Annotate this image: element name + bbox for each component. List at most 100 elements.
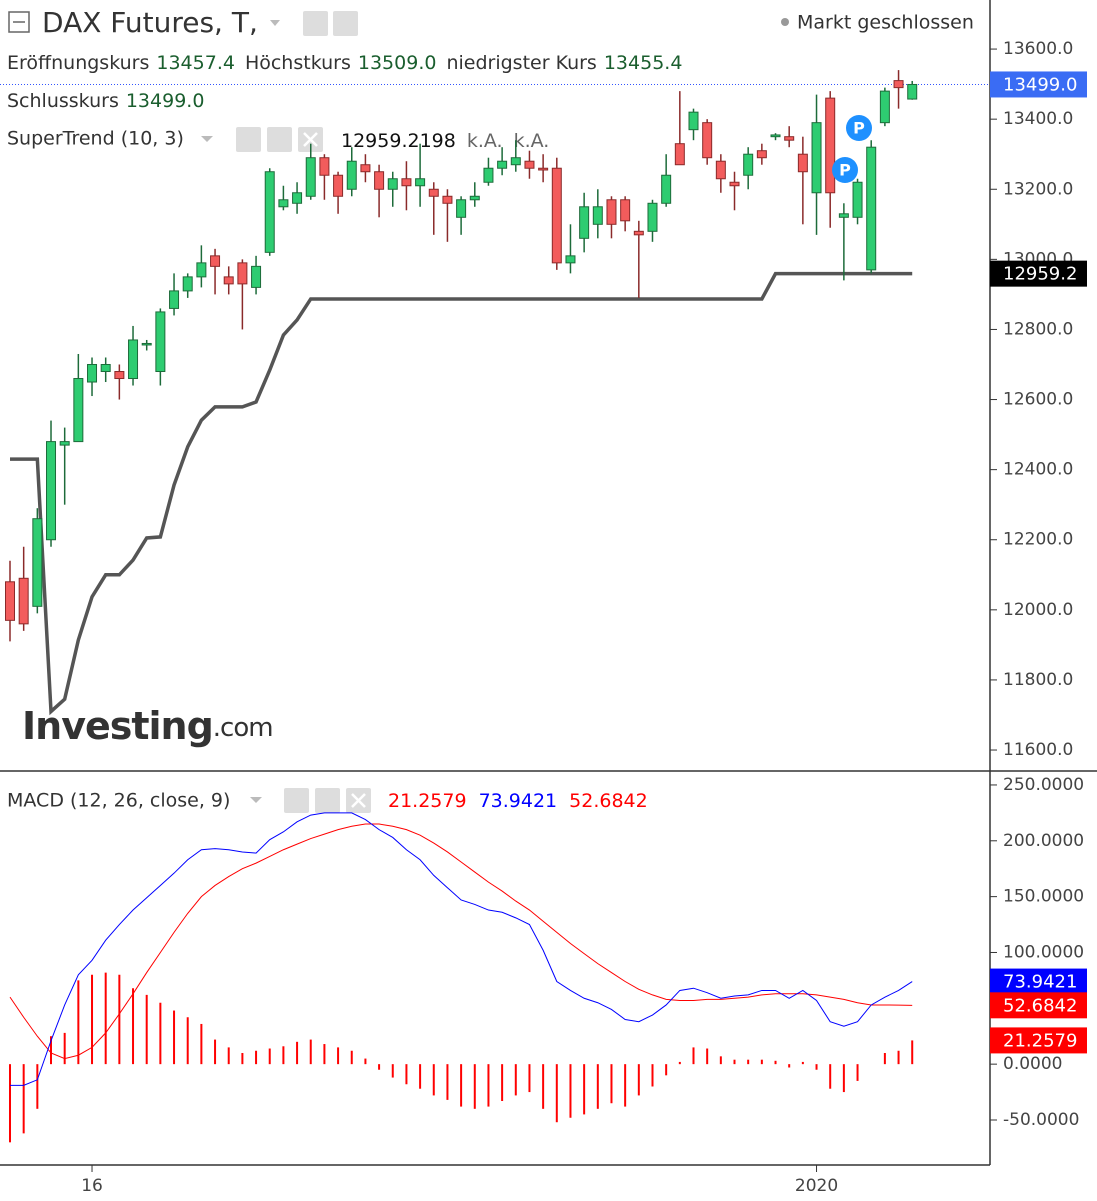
- value-badge: [990, 968, 1087, 995]
- candle-body: [715, 160, 726, 180]
- candle-body: [510, 157, 521, 166]
- status-dot: [781, 18, 789, 26]
- dropdown-caret[interactable]: [250, 797, 262, 803]
- indicator-value: 12959.2198: [341, 130, 456, 152]
- dropdown-caret[interactable]: [270, 20, 280, 26]
- candle: [442, 189, 453, 242]
- y-tick-label: -50.0000: [1003, 1110, 1079, 1130]
- candle-body: [592, 206, 603, 225]
- candle-body: [729, 181, 740, 187]
- y-tick-label: 200.0000: [1003, 831, 1084, 851]
- candle-body: [811, 122, 822, 194]
- candle: [797, 136, 808, 225]
- value-badge-label: 73.9421: [1003, 972, 1077, 993]
- candle-body: [223, 276, 234, 285]
- ohlc-readout: Eröffnungskurs 13457.4 Höchstkurs 13509.0 ni…: [7, 52, 682, 74]
- chart-title: DAX Futures, T,: [42, 6, 258, 39]
- y-tick-label: 12400.0: [1003, 460, 1073, 480]
- candle: [592, 189, 603, 239]
- candle-body: [551, 167, 562, 264]
- ohlc-readout: Schlusskurs 13499.0: [7, 90, 204, 112]
- candle-body: [278, 199, 289, 208]
- candle: [278, 185, 289, 211]
- candle: [538, 154, 549, 183]
- candle: [606, 196, 617, 239]
- candle-body: [46, 441, 57, 541]
- value-badge-label: 52.6842: [1003, 995, 1077, 1016]
- candle: [715, 154, 726, 193]
- candle: [784, 126, 795, 148]
- candle: [743, 147, 754, 190]
- candle-body: [360, 164, 371, 173]
- event-marker: [832, 157, 858, 183]
- candle-body: [770, 134, 781, 138]
- y-tick-label: 11800.0: [1003, 670, 1073, 690]
- macd-value: 52.6842: [569, 790, 648, 812]
- candle-body: [456, 199, 467, 218]
- candle-body: [374, 171, 385, 190]
- settings-icon[interactable]: [315, 788, 340, 813]
- remove-cross: [351, 793, 366, 808]
- visibility-icon[interactable]: [236, 127, 261, 152]
- candle: [32, 508, 43, 614]
- candle-body: [538, 167, 549, 171]
- candle-body: [333, 174, 344, 197]
- candle-body: [702, 122, 713, 159]
- candle: [838, 203, 849, 281]
- y-tick-label: 12800.0: [1003, 319, 1073, 339]
- readout-value: 13499.0: [126, 90, 205, 112]
- visibility-icon[interactable]: [284, 788, 309, 813]
- macd-line: [9, 823, 913, 1060]
- collapse-icon[interactable]: [8, 11, 30, 33]
- candle-body: [879, 90, 890, 124]
- candle-body: [264, 171, 275, 253]
- event-label: P: [839, 161, 851, 180]
- candle: [196, 245, 207, 288]
- settings-icon[interactable]: [303, 11, 328, 36]
- candle-body: [237, 262, 248, 285]
- candle-body: [852, 181, 863, 218]
- candle-body: [743, 153, 754, 176]
- candle-body: [838, 213, 849, 218]
- candle-body: [606, 199, 617, 225]
- candle: [729, 171, 740, 211]
- y-tick-label: 12200.0: [1003, 530, 1073, 550]
- candle: [825, 91, 836, 228]
- candle-body: [100, 363, 111, 373]
- settings-icon[interactable]: [333, 11, 358, 36]
- candle: [702, 119, 713, 165]
- dropdown-caret[interactable]: [201, 136, 213, 142]
- candle: [565, 224, 576, 274]
- candle-body: [32, 518, 43, 607]
- candle: [251, 255, 262, 295]
- indicator-values: 12959.2198 k.A. k.A.: [341, 130, 549, 152]
- x-tick-label: 16: [81, 1176, 103, 1196]
- candle-body: [442, 195, 453, 204]
- candle-body: [319, 157, 330, 176]
- candle: [210, 248, 221, 295]
- candle-body: [866, 146, 877, 271]
- indicator-value: k.A.: [514, 130, 550, 152]
- candle-body: [18, 577, 29, 625]
- candle: [756, 143, 767, 165]
- price-badge-label: 12959.2: [1003, 264, 1077, 285]
- candle: [223, 266, 234, 295]
- candle-body: [688, 111, 699, 131]
- candle-body: [401, 178, 412, 187]
- readout-value: 13455.4: [604, 52, 683, 74]
- candle: [169, 273, 180, 316]
- candle-body: [169, 290, 180, 309]
- candle: [18, 546, 29, 631]
- macd-value: 73.9421: [479, 790, 558, 812]
- y-tick-label: 13400.0: [1003, 109, 1073, 129]
- candle-body: [565, 255, 576, 264]
- candle: [456, 196, 467, 235]
- candle: [360, 154, 371, 183]
- candle-body: [428, 188, 439, 197]
- candle-body: [647, 202, 658, 232]
- price-badge: [990, 260, 1087, 287]
- candle: [237, 259, 248, 330]
- settings-icon[interactable]: [267, 127, 292, 152]
